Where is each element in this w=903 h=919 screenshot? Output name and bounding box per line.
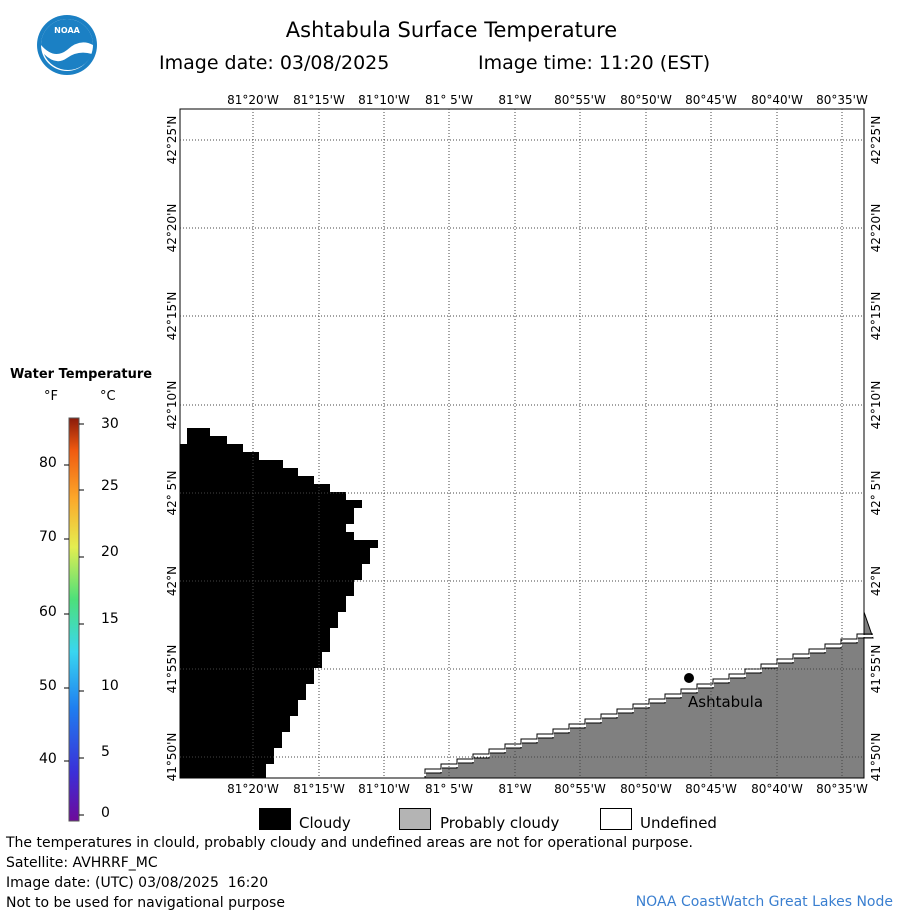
legend-f-80: 80 [39, 455, 57, 471]
legend-unit-c: °C [100, 389, 116, 404]
lon-label-bottom: 81°15'W [293, 782, 345, 796]
lat-label-left: 42° 5'N [165, 471, 179, 516]
utc-date-text: Image date: (UTC) 03/08/2025 16:20 [6, 875, 269, 891]
lat-label-right: 42°20'N [869, 204, 883, 253]
legend-c-15: 15 [101, 611, 119, 627]
probably-cloudy-swatch [399, 808, 431, 830]
undefined-swatch [600, 808, 632, 830]
legend-unit-f: °F [44, 389, 58, 404]
legend-c-0: 0 [101, 805, 110, 821]
lat-label-left: 42°10'N [165, 381, 179, 430]
legend-f-50: 50 [39, 678, 57, 694]
lat-label-right: 42°N [869, 566, 883, 596]
undefined-label: Undefined [640, 814, 717, 832]
satellite-text: Satellite: AVHRRF_MC [6, 855, 158, 871]
lon-label-top: 81°10'W [358, 93, 410, 107]
lat-label-left: 42°25'N [165, 116, 179, 165]
disclaimer-text: The temperatures in clould, probably clo… [6, 835, 693, 851]
lon-label-bottom: 81° 5'W [425, 782, 473, 796]
lon-label-top: 80°50'W [620, 93, 672, 107]
lat-label-right: 42°15'N [869, 292, 883, 341]
lon-label-top: 80°55'W [554, 93, 606, 107]
lat-label-right: 42°25'N [869, 116, 883, 165]
nav-warning-text: Not to be used for navigational purpose [6, 895, 285, 911]
lon-label-bottom: 80°40'W [751, 782, 803, 796]
lon-label-top: 80°45'W [685, 93, 737, 107]
lat-label-left: 41°50'N [165, 733, 179, 782]
cloudy-label: Cloudy [299, 814, 351, 832]
lon-label-top: 81°20'W [227, 93, 279, 107]
probably-cloudy-label: Probably cloudy [440, 814, 560, 832]
lon-label-bottom: 80°55'W [554, 782, 606, 796]
credit-text: NOAA CoastWatch Great Lakes Node [635, 894, 893, 910]
legend-c-25: 25 [101, 478, 119, 494]
lat-label-right: 42° 5'N [869, 471, 883, 516]
city-label: Ashtabula [688, 693, 763, 711]
lat-label-left: 41°55'N [165, 645, 179, 694]
legend-title: Water Temperature [10, 367, 153, 382]
land-area [424, 611, 874, 779]
logo-text: NOAA [54, 26, 80, 35]
legend-c-30: 30 [101, 416, 119, 432]
lat-label-left: 42°N [165, 566, 179, 596]
lon-label-top: 81°W [498, 93, 531, 107]
lon-label-top: 81°15'W [293, 93, 345, 107]
lon-label-bottom: 81°20'W [227, 782, 279, 796]
legend-c-10: 10 [101, 678, 119, 694]
lon-label-top: 80°40'W [751, 93, 803, 107]
lat-label-right: 41°50'N [869, 733, 883, 782]
lat-label-left: 42°20'N [165, 204, 179, 253]
lon-label-top: 81° 5'W [425, 93, 473, 107]
legend-f-40: 40 [39, 751, 57, 767]
lon-label-bottom: 80°35'W [816, 782, 868, 796]
legend-f-70: 70 [39, 529, 57, 545]
noaa-logo: NOAA [37, 15, 97, 75]
image-time-label: Image time: 11:20 (EST) [478, 52, 711, 74]
coastline [424, 633, 873, 774]
legend-c-5: 5 [101, 744, 110, 760]
image-date-label: Image date: 03/08/2025 [159, 52, 390, 74]
lon-label-bottom: 81°W [498, 782, 531, 796]
legend-f-60: 60 [39, 604, 57, 620]
lon-label-bottom: 80°45'W [685, 782, 737, 796]
lon-label-bottom: 81°10'W [358, 782, 410, 796]
city-marker [684, 673, 694, 683]
color-scale-bar [64, 417, 84, 822]
lat-label-left: 42°15'N [165, 292, 179, 341]
cloud-area [180, 428, 378, 778]
cloudy-swatch [259, 808, 291, 830]
legend-c-20: 20 [101, 544, 119, 560]
lat-label-right: 42°10'N [869, 381, 883, 430]
lon-label-bottom: 80°50'W [620, 782, 672, 796]
map-title: Ashtabula Surface Temperature [285, 18, 618, 42]
lon-label-top: 80°35'W [816, 93, 868, 107]
lat-label-right: 41°55'N [869, 645, 883, 694]
